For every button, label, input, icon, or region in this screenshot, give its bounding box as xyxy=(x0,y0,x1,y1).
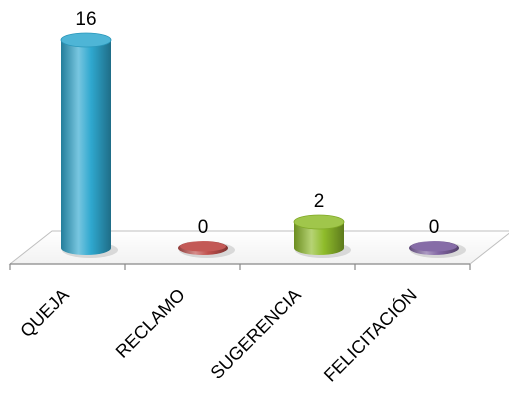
bar-body xyxy=(294,222,344,255)
bar-disc-top xyxy=(411,241,457,252)
data-label: 16 xyxy=(75,9,96,30)
bars xyxy=(60,32,466,258)
bar-reclamo xyxy=(178,241,235,258)
category-label: FELICITACIÓN xyxy=(319,284,421,386)
bar-felicitación xyxy=(409,241,466,258)
data-label: 2 xyxy=(314,191,325,212)
bar-top xyxy=(293,214,345,230)
category-label: RECLAMO xyxy=(112,285,189,362)
category-label: SUGERENCIA xyxy=(207,285,305,383)
bar-queja xyxy=(60,32,118,258)
category-label: QUEJA xyxy=(16,285,73,342)
data-labels: 16 0 2 0 xyxy=(75,9,439,238)
bar-body xyxy=(61,40,111,255)
data-label: 0 xyxy=(198,217,209,238)
category-labels: QUEJA RECLAMO SUGERENCIA FELICITACIÓN xyxy=(16,284,421,386)
bar-sugerencia xyxy=(293,214,351,258)
x-axis xyxy=(9,263,471,270)
data-label: 0 xyxy=(429,217,440,238)
bar-top xyxy=(60,32,112,48)
bar-disc-top xyxy=(180,241,226,252)
